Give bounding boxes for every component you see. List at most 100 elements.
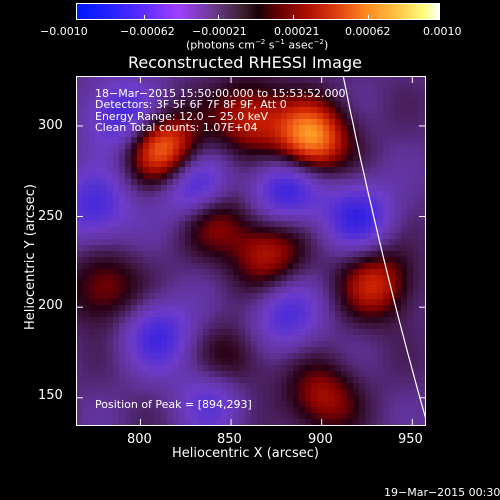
heatmap-cell [197,95,204,102]
heatmap-cell [113,173,120,180]
heatmap-cell [83,293,90,300]
heatmap-cell [155,299,162,306]
heatmap-cell [233,287,240,294]
heatmap-cell [317,263,324,270]
heatmap-cell [113,251,120,258]
heatmap-cell [281,389,288,396]
heatmap-cell [305,311,312,318]
heatmap-cell [407,401,414,408]
heatmap-cell [317,233,324,240]
heatmap-cell [209,401,216,408]
heatmap-cell [83,197,90,204]
heatmap-cell [329,401,336,408]
heatmap-cell [239,77,246,84]
heatmap-cell [269,275,276,282]
heatmap-cell [383,89,390,96]
heatmap-cell [125,395,132,402]
heatmap-cell [77,185,84,192]
heatmap-cell [161,371,168,378]
heatmap-cell [335,167,342,174]
heatmap-cell [77,209,84,216]
heatmap-cell [179,185,186,192]
heatmap-cell [311,341,318,348]
heatmap-cell [203,119,210,126]
heatmap-cell [401,119,408,126]
heatmap-cell [125,227,132,234]
heatmap-cell [293,359,300,366]
heatmap-cell [365,131,372,138]
heatmap-cell [77,299,84,306]
heatmap-cell [161,83,168,90]
heatmap-cell [107,197,114,204]
heatmap-cell [149,197,156,204]
heatmap-cell [395,161,402,168]
heatmap-cell [209,197,216,204]
heatmap-cell [251,347,258,354]
heatmap-cell [407,311,414,318]
heatmap-cell [353,293,360,300]
heatmap-cell [395,269,402,276]
heatmap-cell [203,227,210,234]
heatmap-cell [197,329,204,336]
heatmap-cell [83,245,90,252]
heatmap-cell [359,419,366,425]
heatmap-cell [263,287,270,294]
heatmap-cell [263,245,270,252]
heatmap-cell [269,419,276,425]
heatmap-cell [167,335,174,342]
heatmap-cell [419,299,425,306]
heatmap-cell [383,209,390,216]
heatmap-cell [209,413,216,420]
heatmap-cell [317,149,324,156]
heatmap-cell [221,371,228,378]
heatmap-cell [113,167,120,174]
heatmap-cell [383,389,390,396]
heatmap-cell [245,353,252,360]
heatmap-cell [149,293,156,300]
heatmap-cell [263,179,270,186]
heatmap-cell [149,395,156,402]
heatmap-cell [359,179,366,186]
heatmap-cell [83,227,90,234]
heatmap-cell [191,281,198,288]
heatmap-cell [401,137,408,144]
heatmap-cell [197,203,204,210]
heatmap-cell [317,281,324,288]
colorbar-tick [144,15,145,20]
heatmap-cell [119,155,126,162]
heatmap-cell [299,413,306,420]
heatmap-cell [269,335,276,342]
heatmap-cell [347,287,354,294]
heatmap-cell [149,329,156,336]
heatmap-cell [407,239,414,246]
heatmap-cell [353,275,360,282]
heatmap-cell [191,377,198,384]
heatmap-cell [77,161,84,168]
heatmap-cell [113,317,120,324]
heatmap-cell [137,257,144,264]
heatmap-cell [197,191,204,198]
heatmap-cell [389,299,396,306]
heatmap-cell [113,407,120,414]
heatmap-cell [371,83,378,90]
heatmap-cell [395,239,402,246]
heatmap-cell [413,317,420,324]
heatmap-cell [371,245,378,252]
heatmap-cell [179,95,186,102]
heatmap-cell [299,401,306,408]
heatmap-cell [347,305,354,312]
heatmap-cell [203,293,210,300]
heatmap-cell [89,317,96,324]
heatmap-cell [101,173,108,180]
heatmap-cell [293,323,300,330]
heatmap-cell [113,269,120,276]
heatmap-cell [359,185,366,192]
heatmap-cell [389,377,396,384]
heatmap-cell [383,305,390,312]
heatmap-cell [353,191,360,198]
heatmap-cell [269,341,276,348]
heatmap-cell [281,185,288,192]
heatmap-cell [245,371,252,378]
heatmap-cell [149,203,156,210]
heatmap-cell [251,173,258,180]
